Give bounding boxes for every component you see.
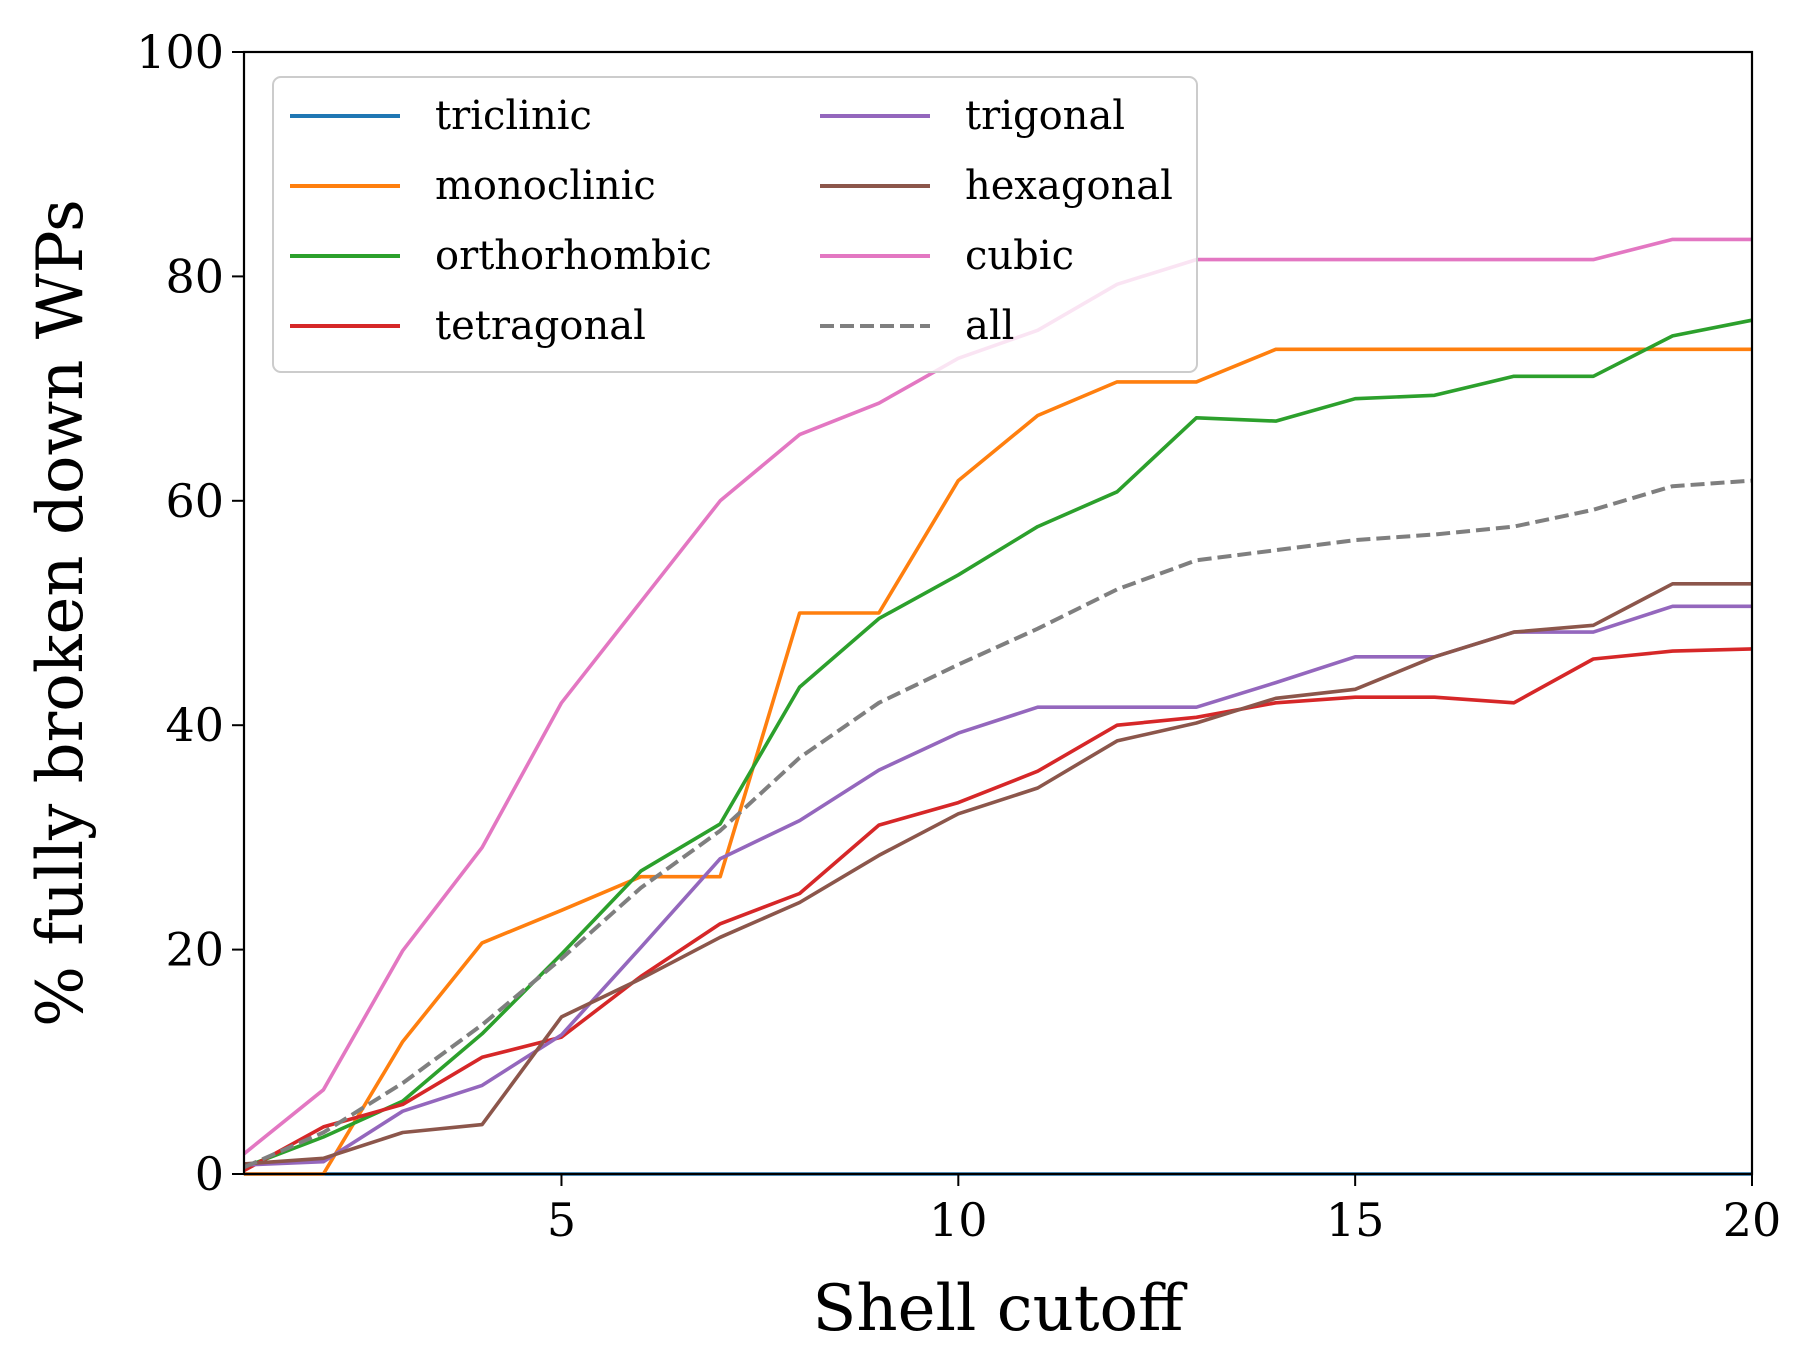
legend-label-all: all <box>965 303 1014 349</box>
legend: triclinic monoclinic orthorhombic tetragona… <box>272 76 1198 373</box>
x-axis-label: Shell cutoff <box>813 1272 1189 1346</box>
legend-label-hexagonal: hexagonal <box>965 163 1173 209</box>
series-line-monoclinic <box>244 347 1752 1176</box>
series-layer <box>242 237 1753 1176</box>
series-line-orthorhombic <box>243 318 1753 1169</box>
legend-box <box>272 76 1198 373</box>
y-tick-label-80: 80 <box>165 249 224 303</box>
x-tick-label-20: 20 <box>1723 1193 1782 1247</box>
series-line-hexagonal <box>243 581 1752 1166</box>
legend-label-trigonal: trigonal <box>965 93 1125 139</box>
y-tick-label-40: 40 <box>165 698 224 752</box>
legend-entries: triclinic monoclinic orthorhombic tetragona… <box>290 93 1173 349</box>
legend-label-tetragonal: tetragonal <box>435 303 646 349</box>
legend-label-triclinic: triclinic <box>435 93 592 139</box>
y-tick-label-0: 0 <box>195 1147 224 1201</box>
legend-label-orthorhombic: orthorhombic <box>435 233 712 279</box>
legend-label-monoclinic: monoclinic <box>435 163 656 209</box>
series-line-tetragonal <box>243 647 1753 1173</box>
x-tick-label-15: 15 <box>1326 1193 1385 1247</box>
y-tick-label-20: 20 <box>165 923 224 977</box>
legend-label-cubic: cubic <box>965 233 1074 279</box>
x-tick-label-5: 5 <box>547 1193 576 1247</box>
plot-frame <box>242 50 1754 1176</box>
series-line-all <box>243 478 1753 1170</box>
y-tick-label-100: 100 <box>136 25 224 79</box>
tick-layer: 5 10 15 20 0 20 40 60 80 100 <box>136 25 1781 1247</box>
y-tick-label-60: 60 <box>165 474 224 528</box>
x-tick-label-10: 10 <box>929 1193 988 1247</box>
y-axis-label: % fully broken down WPs <box>24 199 98 1027</box>
